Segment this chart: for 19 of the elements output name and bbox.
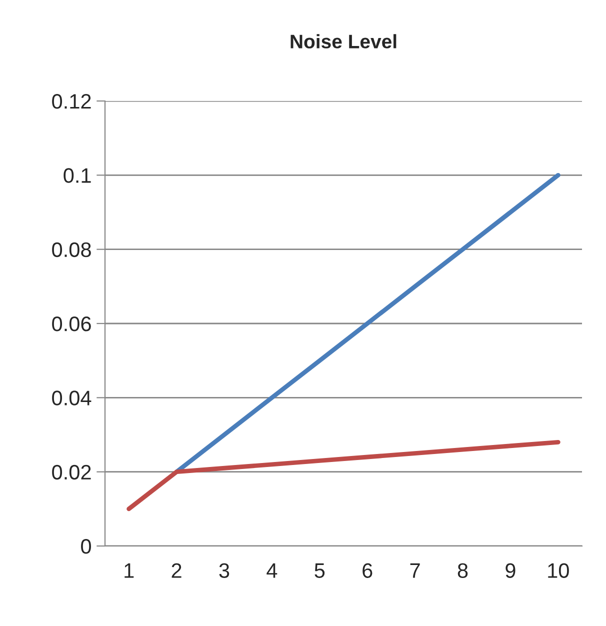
y-tick-label: 0.06 bbox=[52, 316, 91, 332]
x-tick-label: 8 bbox=[458, 563, 468, 578]
y-tick-label: 0 bbox=[81, 539, 91, 554]
x-tick-label: 3 bbox=[219, 563, 230, 578]
x-tick-label: 2 bbox=[172, 563, 182, 578]
x-tick-label: 5 bbox=[314, 563, 325, 578]
x-tick-label: 6 bbox=[362, 563, 372, 578]
y-tick-label: 0.08 bbox=[52, 242, 91, 258]
x-tick-label: 4 bbox=[266, 563, 278, 578]
x-tick-label: 10 bbox=[548, 563, 569, 578]
x-tick-label: 7 bbox=[410, 563, 420, 578]
y-tick-label: 0.1 bbox=[64, 168, 91, 183]
x-tick-label: 9 bbox=[506, 563, 516, 578]
chart-title: Noise Level bbox=[290, 34, 396, 48]
y-tick-label: 0.12 bbox=[52, 94, 91, 109]
y-tick-label: 0.04 bbox=[52, 390, 92, 406]
x-tick-label: 1 bbox=[124, 563, 134, 578]
line-series bbox=[126, 440, 560, 512]
y-tick-label: 0.02 bbox=[52, 464, 91, 480]
